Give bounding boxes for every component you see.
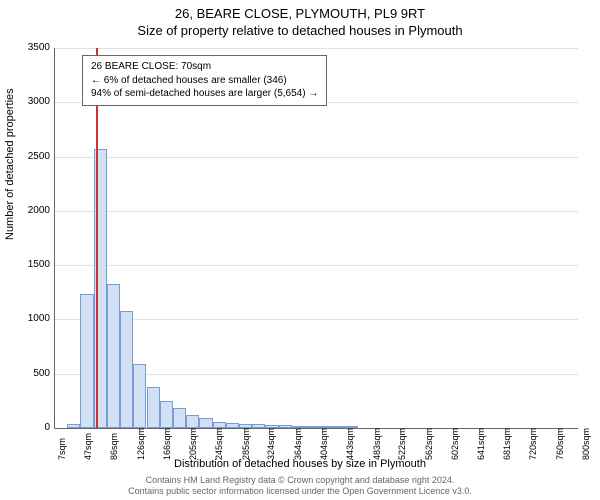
footer-line-2: Contains public sector information licen…	[0, 486, 600, 498]
annotation-line: 94% of semi-detached houses are larger (…	[91, 87, 318, 101]
x-tick-label: 681sqm	[502, 428, 512, 460]
histogram-bar	[279, 425, 292, 428]
x-tick-label: 483sqm	[372, 428, 382, 460]
x-tick-label: 602sqm	[450, 428, 460, 460]
y-tick-label: 1500	[10, 259, 50, 270]
y-tick-label: 3500	[10, 42, 50, 53]
histogram-bar	[67, 424, 80, 428]
x-tick-label: 285sqm	[241, 428, 251, 460]
x-tick-label: 364sqm	[293, 428, 303, 460]
x-tick-label: 324sqm	[266, 428, 276, 460]
histogram-bar	[133, 364, 146, 428]
annotation-line: ← 6% of detached houses are smaller (346…	[91, 74, 318, 88]
x-tick-label: 720sqm	[528, 428, 538, 460]
x-tick-label: 760sqm	[555, 428, 565, 460]
page-title-2: Size of property relative to detached ho…	[0, 21, 600, 38]
histogram-bar	[120, 311, 133, 428]
histogram-bar	[173, 408, 186, 428]
y-tick-label: 500	[10, 368, 50, 379]
footer-line-1: Contains HM Land Registry data © Crown c…	[0, 475, 600, 487]
x-tick-label: 562sqm	[424, 428, 434, 460]
x-tick-label: 86sqm	[109, 433, 119, 460]
y-tick-label: 2500	[10, 151, 50, 162]
histogram-bar	[226, 423, 239, 428]
x-tick-label: 7sqm	[57, 438, 67, 460]
x-tick-label: 126sqm	[136, 428, 146, 460]
x-tick-label: 166sqm	[162, 428, 172, 460]
y-tick-label: 0	[10, 422, 50, 433]
histogram-bar	[160, 401, 173, 428]
histogram-bar	[199, 418, 212, 428]
x-tick-label: 245sqm	[214, 428, 224, 460]
x-axis-label: Distribution of detached houses by size …	[0, 458, 600, 470]
x-tick-label: 443sqm	[345, 428, 355, 460]
x-tick-label: 205sqm	[188, 428, 198, 460]
y-tick-label: 2000	[10, 205, 50, 216]
histogram-bar	[147, 387, 160, 428]
histogram-bar	[305, 426, 318, 428]
x-tick-label: 404sqm	[319, 428, 329, 460]
y-tick-label: 1000	[10, 313, 50, 324]
x-tick-label: 522sqm	[397, 428, 407, 460]
histogram-bar	[332, 426, 345, 428]
footer: Contains HM Land Registry data © Crown c…	[0, 475, 600, 498]
y-tick-label: 3000	[10, 96, 50, 107]
histogram-bar	[80, 294, 93, 428]
histogram-bar	[186, 415, 199, 428]
x-tick-label: 641sqm	[476, 428, 486, 460]
annotation-line: 26 BEARE CLOSE: 70sqm	[91, 60, 318, 74]
histogram-bar	[252, 424, 265, 428]
x-tick-label: 47sqm	[83, 433, 93, 460]
histogram-bar	[107, 284, 120, 428]
page-title-1: 26, BEARE CLOSE, PLYMOUTH, PL9 9RT	[0, 0, 600, 21]
annotation-box: 26 BEARE CLOSE: 70sqm ← 6% of detached h…	[82, 55, 327, 106]
y-axis-label: Number of detached properties	[4, 88, 16, 240]
x-axis-line	[54, 428, 578, 429]
x-tick-label: 800sqm	[581, 428, 591, 460]
